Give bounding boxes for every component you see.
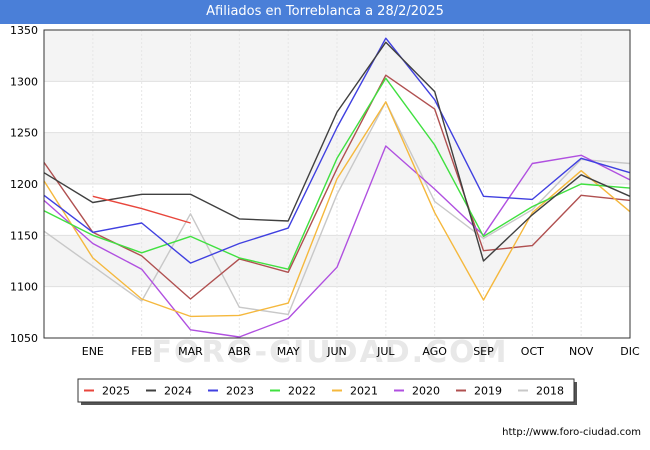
legend-label-2018: 2018 [536,385,564,398]
x-tick-label: ENE [82,345,104,358]
y-tick-label: 1050 [10,332,38,345]
y-tick-label: 1350 [10,24,38,37]
series-line-2018 [43,101,631,316]
x-tick-label: SEP [473,345,494,358]
watermark: FORO-CIUDAD.COM [152,335,509,370]
series-line-2022 [43,77,631,270]
series-line-2023 [43,37,631,264]
series-line-2019 [43,74,631,300]
x-tick-labels: ENE FEB MAR ABR MAY JUN JUL AGO SEP OCT NOV DIC [82,345,640,358]
legend-label-2024: 2024 [164,385,192,398]
y-tick-label: 1250 [10,127,38,140]
legend-label-2025: 2025 [102,385,130,398]
x-tick-label: DIC [620,345,640,358]
legend-label-2019: 2019 [474,385,502,398]
series-line-2020 [43,145,631,338]
x-tick-label: MAR [178,345,203,358]
series-lines [43,37,631,338]
series-line-2025 [92,195,191,224]
source-url: http://www.foro-ciudad.com [502,427,641,438]
legend-label-2023: 2023 [226,385,254,398]
title-bar [0,0,650,24]
x-tick-label: MAY [277,345,300,358]
legend-label-2020: 2020 [412,385,440,398]
x-tick-label: AGO [422,345,447,358]
x-tick-label: ABR [228,345,251,358]
x-tick-label: NOV [569,345,594,358]
legend-label-2022: 2022 [288,385,316,398]
plot-border [43,29,631,339]
y-tick-label: 1300 [10,75,38,88]
y-tick-labels: 1050 1100 1150 1200 1250 1300 1350 [10,24,38,345]
y-tick-label: 1150 [10,229,38,242]
x-tick-label: JUL [376,345,395,358]
x-tick-label: OCT [521,345,544,358]
legend: 2025 2024 2023 2022 2021 2020 2019 2018 [77,378,577,405]
chart-title: Afiliados en Torreblanca a 28/2/2025 [206,4,444,19]
series-line-2024 [43,41,631,262]
series-line-2021 [43,101,631,318]
x-tick-label: FEB [131,345,152,358]
y-tick-label: 1200 [10,178,38,191]
legend-box [77,378,575,403]
legend-label-2021: 2021 [350,385,378,398]
y-tick-label: 1100 [10,281,38,294]
x-tick-label: JUN [326,345,347,358]
